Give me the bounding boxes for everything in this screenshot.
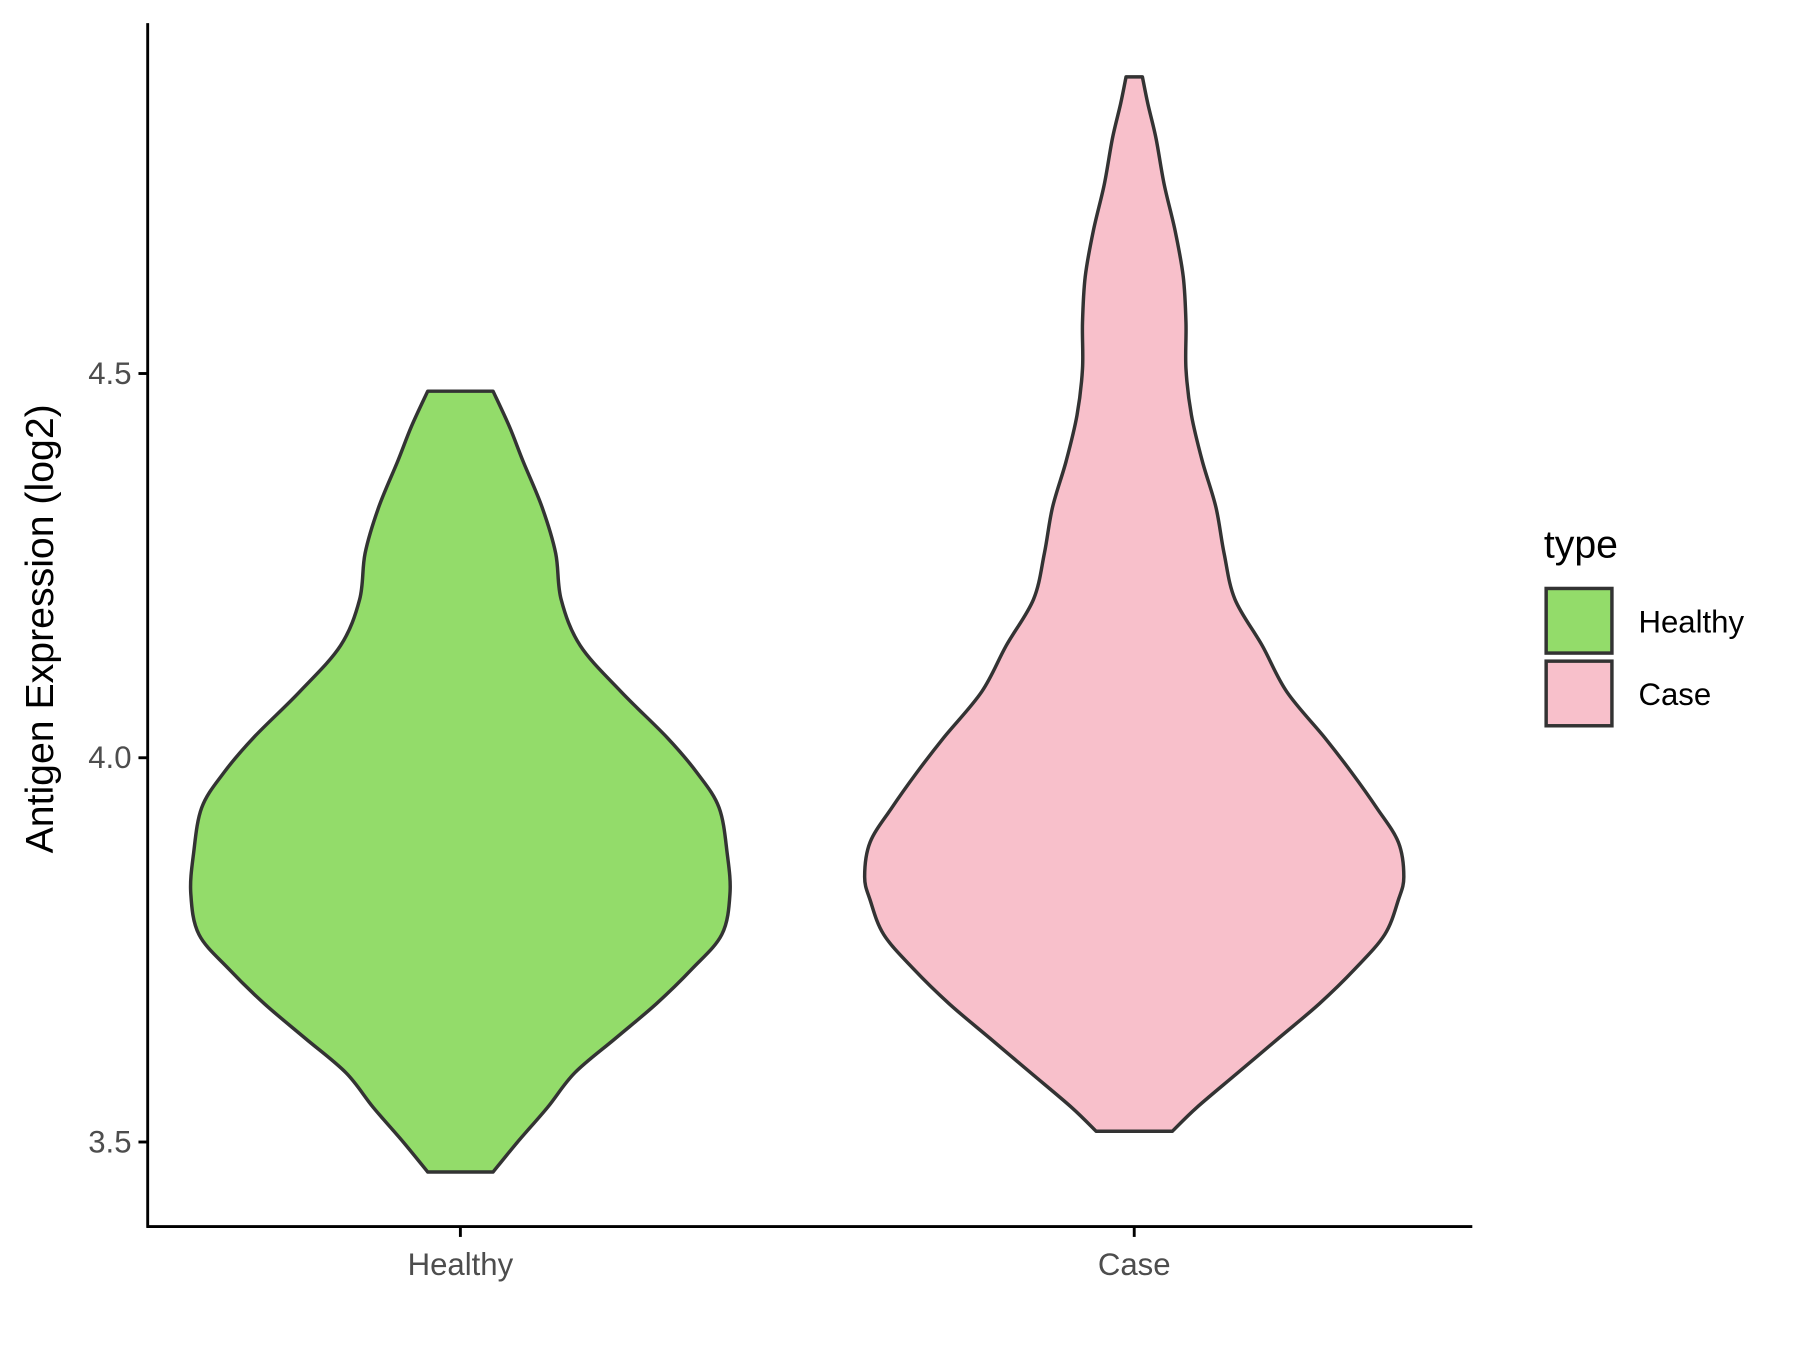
legend-key [1544,586,1614,655]
y-tick-label: 4.0 [88,740,131,775]
legend-label: Healthy [1638,604,1744,639]
violin [188,389,732,1174]
y-tick-label: 3.5 [88,1124,131,1159]
x-tick-label: Case [1098,1247,1171,1282]
legend-label: Case [1638,677,1711,712]
legend-title: type [1544,522,1618,566]
legend-key [1544,659,1614,728]
x-tick-label: Healthy [408,1247,514,1282]
y-tick-label: 4.5 [88,356,131,391]
violin [862,75,1406,1133]
y-axis-title: Antigen Expression (log2) [18,404,62,853]
